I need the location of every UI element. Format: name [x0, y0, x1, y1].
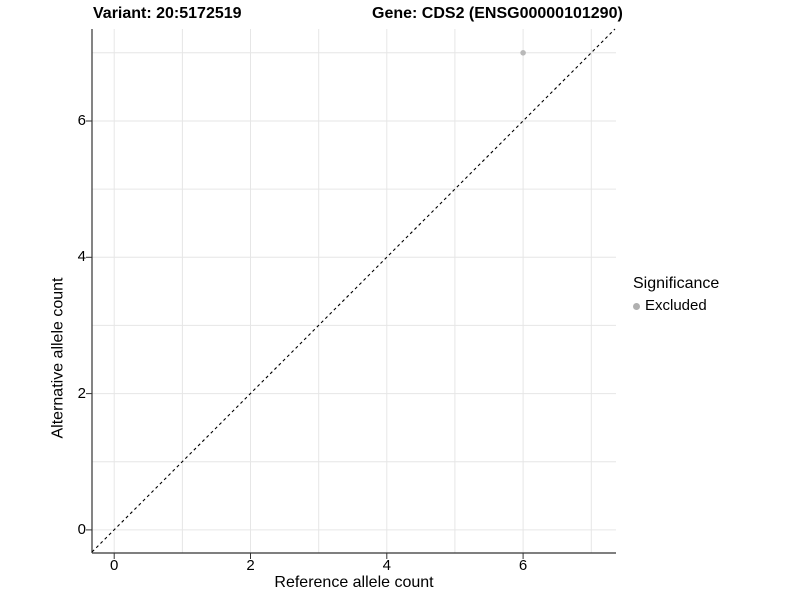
identity-reference-line: [91, 28, 616, 553]
axis-ticks: [86, 120, 524, 559]
y-tick-label: 4: [77, 248, 86, 266]
x-axis-title: Reference allele count: [274, 574, 434, 591]
y-tick-label: 6: [77, 112, 86, 129]
legend: Significance Excluded: [633, 274, 719, 315]
data-point: [520, 50, 526, 56]
plot-title-gene: Gene: CDS2 (ENSG00000101290): [372, 5, 623, 22]
legend-entry: Excluded: [633, 297, 719, 315]
x-tick-labels: 0 2 4 6: [0, 557, 800, 575]
legend-title: Significance: [633, 275, 720, 292]
y-tick-labels: 0 2 4 6: [56, 0, 86, 600]
x-tick-label: 4: [382, 557, 391, 574]
y-axis-title: Alternative allele count: [49, 277, 67, 439]
gridlines: [92, 29, 616, 553]
y-tick-label: 0: [77, 520, 86, 538]
x-tick-label: 0: [110, 557, 119, 574]
legend-marker-circle-icon: [633, 302, 640, 310]
x-tick-label: 2: [246, 557, 255, 574]
plot-title-variant: Variant: 20:5172519: [93, 5, 242, 22]
y-tick-label: 2: [77, 384, 86, 402]
x-tick-label: 6: [518, 557, 528, 574]
legend-entry-label: Excluded: [645, 297, 707, 314]
